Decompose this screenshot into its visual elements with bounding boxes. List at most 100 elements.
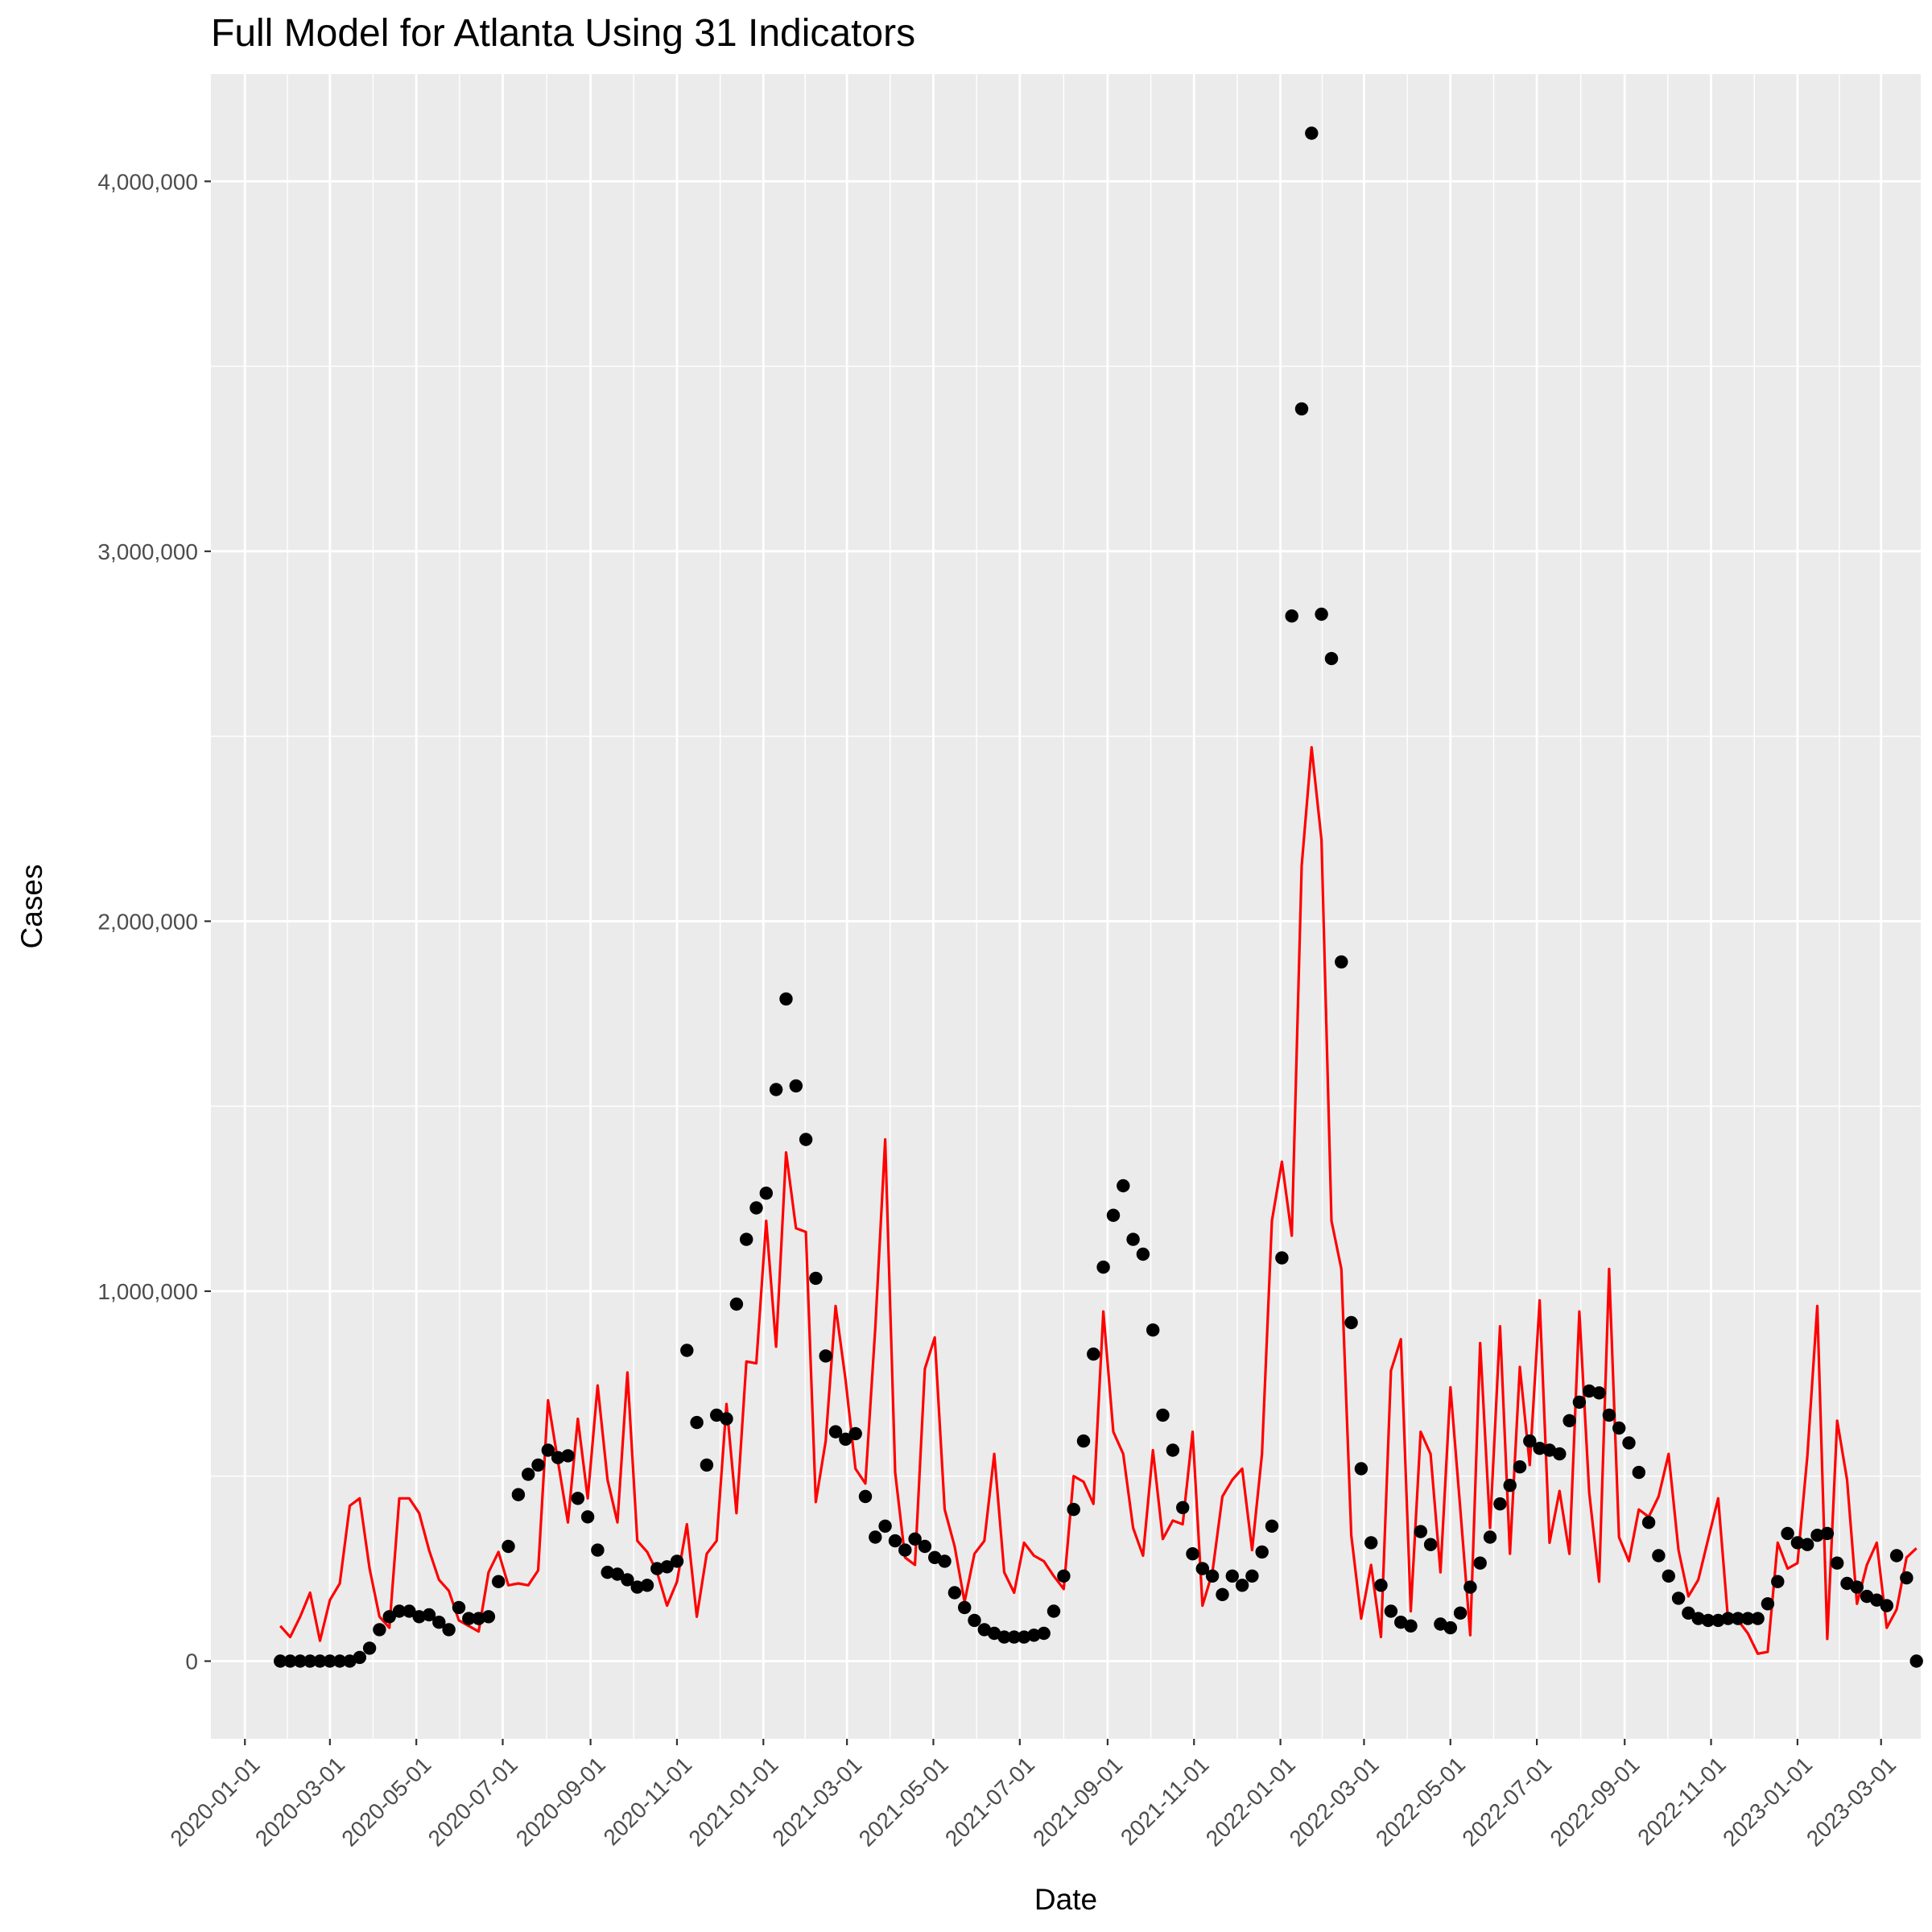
x-tick-label: 2020-01-01: [165, 1752, 264, 1851]
observed-point: [1523, 1434, 1537, 1448]
observed-point: [412, 1610, 426, 1624]
observed-point: [729, 1297, 744, 1311]
observed-point: [353, 1650, 366, 1665]
y-axis-title: Cases: [15, 865, 48, 949]
observed-point: [888, 1534, 902, 1548]
observed-point: [610, 1567, 625, 1581]
observed-point: [1305, 126, 1319, 140]
observed-point: [1136, 1247, 1150, 1261]
observed-point: [1434, 1617, 1447, 1631]
observed-point: [492, 1575, 506, 1588]
observed-point: [690, 1415, 704, 1430]
observed-point: [1741, 1612, 1755, 1625]
observed-point: [848, 1426, 862, 1441]
observed-point: [1889, 1549, 1904, 1563]
observed-point: [274, 1654, 287, 1668]
observed-point: [1275, 1251, 1289, 1265]
observed-point: [1443, 1620, 1458, 1635]
observed-point: [511, 1488, 526, 1501]
observed-point: [660, 1560, 674, 1574]
observed-point: [462, 1612, 476, 1625]
observed-point: [561, 1449, 575, 1463]
observed-point: [938, 1554, 952, 1568]
observed-point: [1721, 1612, 1735, 1625]
y-tick-labels: 0 1,000,000 2,000,000 3,000,000 4,000,000: [97, 169, 198, 1674]
observed-point: [571, 1492, 584, 1505]
observed-point: [759, 1187, 773, 1200]
observed-point: [1641, 1516, 1656, 1530]
observed-point: [1503, 1479, 1517, 1492]
x-tick-label: 2021-01-01: [683, 1752, 782, 1851]
observed-point: [898, 1543, 912, 1557]
observed-point: [1820, 1526, 1835, 1541]
observed-point: [1671, 1591, 1686, 1605]
x-tick-label: 2022-11-01: [1633, 1752, 1731, 1850]
observed-point: [1691, 1612, 1705, 1625]
observed-point: [1285, 609, 1298, 623]
observed-point: [1037, 1626, 1051, 1641]
x-tick-label: 2022-01-01: [1201, 1752, 1300, 1851]
observed-point: [313, 1654, 327, 1668]
observed-point: [402, 1604, 416, 1618]
axis-ticks: [204, 180, 1882, 1745]
observed-point: [502, 1539, 515, 1554]
observed-point: [601, 1566, 614, 1579]
observed-point: [1255, 1545, 1269, 1559]
observed-point: [1294, 402, 1309, 416]
observed-point: [432, 1616, 446, 1629]
observed-point: [1612, 1421, 1626, 1435]
observed-point: [1344, 1315, 1358, 1330]
observed-point: [839, 1432, 852, 1447]
observed-point: [700, 1458, 714, 1472]
x-tick-label: 2021-05-01: [854, 1752, 953, 1851]
observed-point: [878, 1519, 892, 1534]
observed-point: [1533, 1442, 1546, 1455]
observed-point: [1652, 1549, 1666, 1563]
observed-point: [1374, 1579, 1388, 1592]
observed-point: [1662, 1569, 1675, 1583]
observed-point: [1731, 1612, 1745, 1625]
observed-point: [1027, 1629, 1041, 1642]
observed-point: [1483, 1530, 1497, 1544]
observed-point: [1096, 1260, 1110, 1274]
observed-point: [1394, 1616, 1408, 1629]
observed-point: [472, 1612, 485, 1625]
observed-points-series: [274, 126, 1923, 1668]
observed-point: [422, 1608, 436, 1622]
observed-point: [1751, 1612, 1765, 1625]
observed-point: [1583, 1384, 1596, 1398]
observed-point: [1324, 651, 1339, 666]
observed-point: [1017, 1630, 1031, 1644]
plot-panel-background: [211, 74, 1921, 1739]
observed-point: [1870, 1593, 1884, 1607]
observed-point: [1186, 1547, 1199, 1561]
observed-point: [958, 1600, 972, 1615]
observed-point: [1216, 1587, 1229, 1602]
observed-point: [1771, 1575, 1785, 1588]
observed-point: [1513, 1460, 1527, 1474]
observed-point: [541, 1443, 555, 1457]
observed-point: [1850, 1580, 1864, 1594]
observed-point: [1831, 1556, 1844, 1570]
observed-point: [1781, 1526, 1794, 1541]
x-tick-label: 2022-09-01: [1545, 1752, 1644, 1851]
observed-point: [1166, 1443, 1180, 1457]
observed-point: [293, 1654, 308, 1668]
observed-point: [1414, 1525, 1428, 1538]
observed-point: [799, 1133, 813, 1146]
observed-point: [1473, 1556, 1487, 1570]
observed-point: [1632, 1465, 1646, 1480]
observed-point: [819, 1349, 832, 1363]
observed-point: [1860, 1589, 1874, 1604]
observed-point: [1810, 1529, 1824, 1542]
observed-point: [1761, 1597, 1775, 1611]
observed-point: [710, 1408, 724, 1422]
observed-point: [1384, 1604, 1398, 1618]
observed-point: [640, 1579, 654, 1592]
observed-point: [630, 1580, 644, 1594]
observed-point: [1711, 1613, 1725, 1628]
observed-point: [779, 992, 793, 1006]
predicted-line-series: [279, 745, 1918, 1655]
observed-point: [1146, 1323, 1160, 1337]
